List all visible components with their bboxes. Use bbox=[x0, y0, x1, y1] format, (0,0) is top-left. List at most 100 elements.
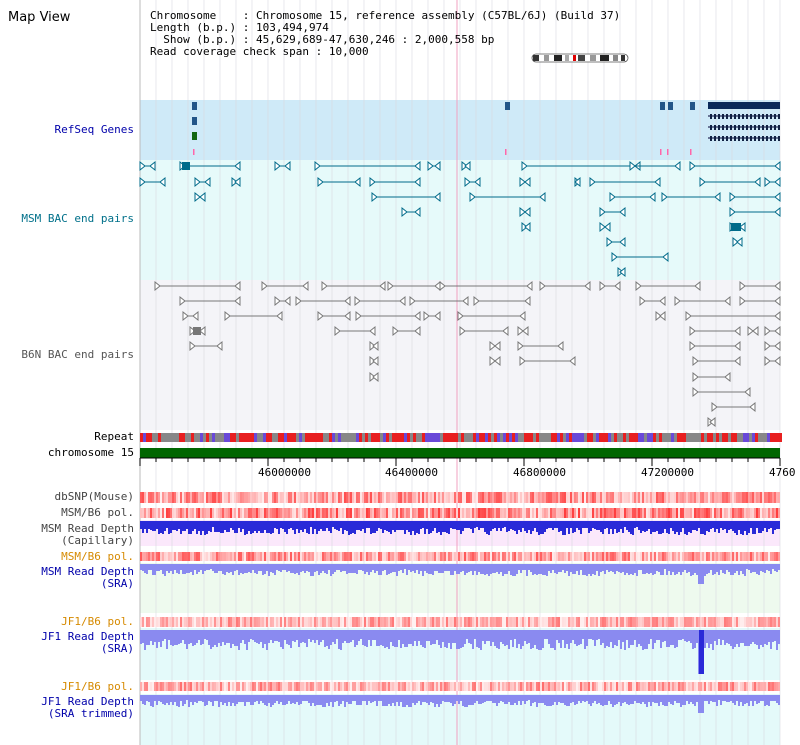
msm-pol-strip-2 bbox=[624, 552, 626, 561]
msm-pol-strip bbox=[372, 508, 374, 518]
msm-sra-depth-bar bbox=[442, 564, 444, 573]
dbsnp-strip bbox=[566, 492, 568, 503]
msm-pol-strip bbox=[726, 508, 728, 518]
jf1-pol-strip-2 bbox=[328, 682, 330, 691]
jf1-trimmed-depth-bar bbox=[534, 695, 536, 702]
track-label-b6n-bac[interactable]: B6N BAC end pairs bbox=[21, 348, 134, 361]
msm-pol-strip bbox=[412, 508, 414, 518]
msm-pol-strip-2 bbox=[270, 552, 272, 561]
repeat-segment bbox=[449, 433, 452, 442]
jf1-sra-depth-bar bbox=[460, 630, 462, 648]
jf1-trimmed-depth-bar bbox=[740, 695, 742, 702]
msm-pol-strip-2 bbox=[734, 552, 736, 561]
msm-capillary-depth-bar bbox=[550, 521, 552, 528]
track-label-jf1-depth-sra[interactable]: JF1 Read Depth (SRA) bbox=[41, 630, 134, 655]
msm-capillary-depth-bar bbox=[422, 521, 424, 528]
jf1-pol-strip-2 bbox=[486, 682, 488, 691]
jf1-trimmed-depth-bar bbox=[656, 695, 658, 703]
msm-pol-strip bbox=[660, 508, 662, 518]
jf1-pol-strip-2 bbox=[742, 682, 744, 691]
msm-pol-strip bbox=[302, 508, 304, 518]
track-label-jf1-b6-pol-1[interactable]: JF1/B6 pol. bbox=[61, 615, 134, 628]
jf1-pol-strip-2 bbox=[756, 682, 758, 691]
dbsnp-strip bbox=[448, 492, 450, 503]
msm-pol-strip bbox=[344, 508, 346, 518]
msm-sra-depth-bar bbox=[306, 564, 308, 571]
dbsnp-strip bbox=[708, 492, 710, 503]
b6n-bac-pair-end bbox=[599, 280, 606, 292]
msm-pol-strip-2 bbox=[180, 552, 182, 561]
jf1-pol-strip bbox=[696, 617, 698, 627]
msm-capillary-depth-bar bbox=[694, 521, 696, 530]
msm-pol-strip bbox=[496, 508, 498, 518]
b6n-bac-pair-end bbox=[409, 295, 416, 307]
msm-bac-pair-end bbox=[521, 160, 528, 172]
jf1-pol-strip bbox=[560, 617, 562, 627]
jf1-pol-strip-2 bbox=[538, 682, 540, 691]
jf1-trimmed-depth-bar bbox=[208, 695, 210, 701]
b6n-bac-pair-end bbox=[344, 310, 351, 322]
repeat-segment bbox=[689, 433, 692, 442]
track-label-jf1-depth-trimmed[interactable]: JF1 Read Depth (SRA trimmed) bbox=[41, 695, 134, 720]
track-label-refseq[interactable]: RefSeq Genes bbox=[54, 123, 134, 136]
msm-pol-strip bbox=[478, 508, 480, 518]
msm-pol-strip-2 bbox=[456, 552, 458, 561]
msm-bac-pair-end bbox=[519, 176, 526, 188]
msm-sra-depth-bar bbox=[470, 564, 472, 571]
msm-sra-depth-bar bbox=[550, 564, 552, 573]
jf1-sra-depth-bar bbox=[344, 630, 346, 641]
jf1-pol-strip bbox=[628, 617, 630, 627]
msm-sra-depth-bar bbox=[246, 564, 248, 573]
track-label-dbsnp[interactable]: dbSNP(Mouse) bbox=[54, 490, 134, 503]
msm-pol-strip bbox=[358, 508, 360, 518]
msm-capillary-depth-bar bbox=[362, 521, 364, 529]
dbsnp-strip bbox=[176, 492, 178, 503]
refseq-gene-marker bbox=[690, 102, 695, 110]
jf1-trimmed-depth-bar bbox=[334, 695, 336, 702]
msm-pol-strip-2 bbox=[766, 552, 768, 561]
msm-pol-strip bbox=[330, 508, 332, 518]
msm-pol-strip-2 bbox=[422, 552, 424, 561]
jf1-sra-depth-bar bbox=[496, 630, 498, 648]
jf1-sra-depth-bar bbox=[520, 630, 522, 649]
msm-pol-strip-2 bbox=[502, 552, 504, 561]
jf1-sra-depth-bar bbox=[572, 630, 574, 640]
jf1-pol-strip bbox=[556, 617, 558, 627]
msm-capillary-depth-bar bbox=[508, 521, 510, 531]
jf1-pol-strip bbox=[278, 617, 280, 627]
chromosome-ideogram[interactable] bbox=[530, 53, 630, 63]
track-label-repeat[interactable]: Repeat bbox=[94, 430, 134, 443]
jf1-trimmed-depth-bar bbox=[608, 695, 610, 701]
jf1-pol-strip-2 bbox=[588, 682, 590, 691]
msm-bac-pair-end bbox=[699, 176, 706, 188]
msm-pol-strip-2 bbox=[720, 552, 722, 561]
msm-capillary-depth-bar bbox=[500, 521, 502, 531]
msm-capillary-depth-bar bbox=[430, 521, 432, 533]
track-label-jf1-b6-pol-2[interactable]: JF1/B6 pol. bbox=[61, 680, 134, 693]
msm-capillary-depth-bar bbox=[486, 521, 488, 534]
jf1-trimmed-depth-bar bbox=[394, 695, 396, 706]
jf1-pol-strip-2 bbox=[572, 682, 574, 691]
jf1-trimmed-depth-bar bbox=[514, 695, 516, 703]
msm-capillary-depth-bar bbox=[472, 521, 474, 533]
msm-pol-strip bbox=[418, 508, 420, 518]
jf1-sra-depth-bar bbox=[442, 630, 444, 642]
msm-bac-pair-end bbox=[204, 176, 211, 188]
repeat-segment bbox=[560, 433, 563, 442]
track-label-msm-b6-pol-1[interactable]: MSM/B6 pol. bbox=[61, 506, 134, 519]
track-label-msm-b6-pol-2[interactable]: MSM/B6 pol. bbox=[61, 550, 134, 563]
dbsnp-strip bbox=[564, 492, 566, 503]
msm-pol-strip bbox=[184, 508, 186, 518]
track-label-msm-bac[interactable]: MSM BAC end pairs bbox=[21, 212, 134, 225]
jf1-trimmed-depth-bar bbox=[276, 695, 278, 701]
dbsnp-strip bbox=[540, 492, 542, 503]
repeat-segment bbox=[593, 433, 596, 442]
track-label-msm-depth-sra[interactable]: MSM Read Depth (SRA) bbox=[41, 565, 134, 590]
refseq-exon bbox=[778, 136, 780, 141]
msm-pol-strip-2 bbox=[478, 552, 480, 561]
msm-capillary-depth-bar bbox=[730, 521, 732, 529]
track-label-chromosome[interactable]: chromosome 15 bbox=[47, 446, 134, 459]
track-label-msm-depth-capillary[interactable]: MSM Read Depth (Capillary) bbox=[41, 522, 134, 547]
jf1-trimmed-depth-bar bbox=[554, 695, 556, 702]
msm-sra-depth-bar bbox=[226, 564, 228, 572]
